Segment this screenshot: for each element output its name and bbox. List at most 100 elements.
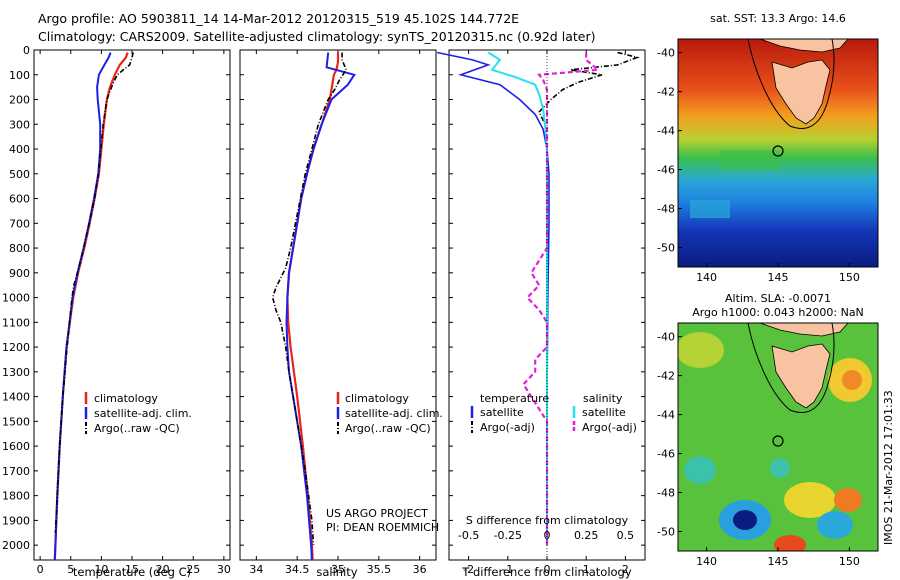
- map-y-tick-label: -44: [657, 409, 675, 422]
- s-diff-tick-label: 0.25: [574, 529, 599, 542]
- depth-tick-label: 1500: [2, 415, 30, 428]
- map-y-tick-label: -50: [657, 242, 675, 255]
- sla-contour: [747, 323, 835, 413]
- legend-argo: Argo(..raw -QC): [94, 422, 180, 435]
- depth-tick-label: 0: [23, 44, 30, 57]
- depth-tick-label: 1600: [2, 440, 30, 453]
- depth-tick-label: 2000: [2, 539, 30, 552]
- depth-tick-label: 900: [9, 267, 30, 280]
- map-y-tick-label: -42: [657, 86, 675, 99]
- x-tick-label: 1: [583, 563, 590, 576]
- temperature-legend: climatology satellite-adj. clim. Argo(..…: [84, 392, 192, 435]
- sla-low-4: [770, 458, 790, 478]
- sla-high-5: [834, 488, 862, 512]
- salinity-legend: climatology satellite-adj. clim. Argo(..…: [336, 392, 443, 435]
- series-line-argo: [271, 52, 348, 546]
- sla-low-5: [684, 456, 716, 484]
- salinity-lines: [271, 52, 356, 561]
- difference-ticks: -2 -1 0 1 2: [449, 49, 645, 576]
- x-tick-label: 35.5: [367, 563, 392, 576]
- sst-map-ticks: 140 145 150 -40 -42 -44 -46 -48 -50: [657, 47, 860, 284]
- sla-map-ticks: 140 145 150 -40 -42 -44 -46 -48 -50: [657, 331, 860, 568]
- temperature-axes: [33, 49, 231, 561]
- map-y-tick-label: -48: [657, 487, 675, 500]
- x-tick-label: 34: [249, 563, 263, 576]
- salinity-annotation-1: US ARGO PROJECT: [326, 507, 428, 520]
- argo-location-marker: [772, 145, 784, 157]
- depth-tick-label: 1000: [2, 292, 30, 305]
- x-tick-label: 15: [125, 563, 139, 576]
- depth-tick-label: 500: [9, 168, 30, 181]
- difference-xlabel: T difference from climatology: [461, 565, 632, 579]
- series-line-argo: [54, 52, 134, 533]
- depth-tick-label: 400: [9, 143, 30, 156]
- depth-tick-label: 1100: [2, 316, 30, 329]
- sla-high-3: [842, 370, 862, 390]
- legend-title-salinity: salinity: [583, 392, 623, 405]
- map-y-tick-label: -48: [657, 203, 675, 216]
- s-diff-tick-label: 0.5: [617, 529, 635, 542]
- sla-high-6: [774, 535, 806, 551]
- sst-map-panel: sat. SST: 13.3 Argo: 14.6 140 145 150 -40 -4…: [657, 12, 879, 284]
- header-line1: Argo profile: AO 5903811_14 14-Mar-2012 …: [38, 11, 519, 26]
- s-diff-tick-label: -0.5: [458, 529, 479, 542]
- s-diff-tick-label: 0: [544, 529, 551, 542]
- legend-title-temperature: temperature: [480, 392, 549, 405]
- map-x-tick-label: 150: [839, 271, 860, 284]
- x-tick-label: 2: [622, 563, 629, 576]
- depth-tick-label: 600: [9, 193, 30, 206]
- tasmania-land: [771, 343, 831, 409]
- temperature-xlabel: temperature (deg C): [73, 565, 191, 579]
- x-tick-label: -1: [502, 563, 513, 576]
- salinity-panel: 34 34.5 35 35.5 36 climatology satellite-adj…: [239, 49, 443, 579]
- map-y-tick-label: -40: [657, 331, 675, 344]
- x-tick-label: 25: [186, 563, 200, 576]
- sst-map-title: sat. SST: 13.3 Argo: 14.6: [710, 12, 846, 25]
- depth-tick-label: 700: [9, 217, 30, 230]
- x-tick-label: 35: [331, 563, 345, 576]
- header-line2: Climatology: CARS2009. Satellite-adjuste…: [38, 29, 595, 44]
- x-tick-label: 20: [156, 563, 170, 576]
- x-tick-label: 0: [544, 563, 551, 576]
- depth-tick-label: 1200: [2, 341, 30, 354]
- map-x-tick-label: 145: [768, 271, 789, 284]
- series-line-s-satellite: [487, 51, 548, 546]
- map-x-tick-label: 140: [696, 271, 717, 284]
- salinity-xlabel: salinity: [316, 565, 357, 579]
- x-tick-label: 5: [67, 563, 74, 576]
- sla-map-subtitle: Argo h1000: 0.043 h2000: NaN: [692, 306, 864, 319]
- sst-contour: [747, 39, 835, 129]
- legend-s-argo: Argo(-adj): [582, 421, 637, 434]
- tasmania-land: [771, 59, 831, 125]
- legend-t-argo: Argo(-adj): [480, 421, 535, 434]
- difference-panel: -2 -1 0 1 2 temperature salinity satellite A…: [437, 49, 646, 579]
- difference-top-label: S difference from climatology: [466, 514, 629, 527]
- depth-tick-label: 300: [9, 118, 30, 131]
- depth-tick-label: 1400: [2, 391, 30, 404]
- series-line-satellite: [285, 52, 356, 561]
- map-x-tick-label: 150: [839, 555, 860, 568]
- difference-lines: [437, 50, 640, 560]
- map-y-tick-label: -42: [657, 370, 675, 383]
- map-y-tick-label: -40: [657, 47, 675, 60]
- map-x-tick-label: 140: [696, 555, 717, 568]
- depth-tick-label: 100: [9, 69, 30, 82]
- x-tick-label: 10: [94, 563, 108, 576]
- sla-map-panel: Altim. SLA: -0.0071 Argo h1000: 0.043 h2…: [657, 292, 895, 568]
- map-x-tick-label: 145: [768, 555, 789, 568]
- difference-legend: temperature salinity satellite Argo(-adj…: [470, 392, 637, 434]
- temperature-panel: 0100200300400500600700800900100011001200…: [2, 44, 231, 579]
- x-tick-label: 30: [217, 563, 231, 576]
- map-y-tick-label: -44: [657, 125, 675, 138]
- depth-tick-label: 1700: [2, 465, 30, 478]
- mainland-land: [759, 39, 849, 53]
- temperature-ticks: 0100200300400500600700800900100011001200…: [2, 44, 231, 576]
- sla-high-1: [678, 332, 724, 368]
- depth-tick-label: 1800: [2, 490, 30, 503]
- difference-top-ticklabels: -0.5 -0.25 0 0.25 0.5: [458, 529, 634, 542]
- legend-climatology: climatology: [94, 392, 158, 405]
- imos-side-label: IMOS 21-Mar-2012 17:01:33: [882, 390, 895, 545]
- sla-low-3: [817, 511, 853, 539]
- series-line-s-argo: [522, 52, 601, 546]
